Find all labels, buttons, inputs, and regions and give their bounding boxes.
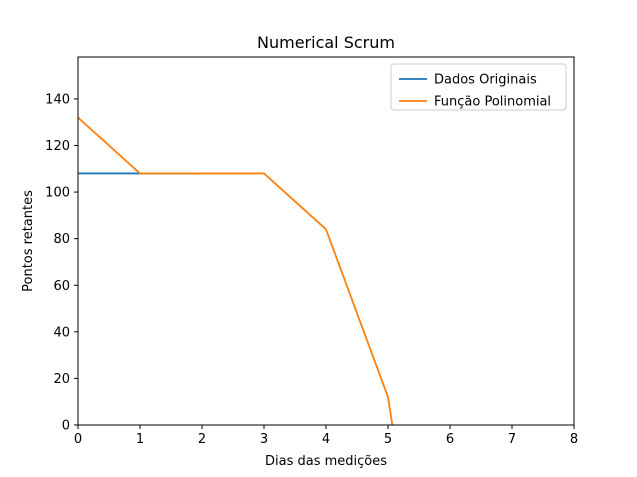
x-tick-label: 2 <box>198 432 206 447</box>
y-tick-label: 80 <box>53 232 70 247</box>
y-tick-label: 40 <box>53 325 70 340</box>
x-axis-label: Dias das medições <box>265 454 387 469</box>
y-tick-label: 100 <box>45 186 70 201</box>
x-tick-label: 1 <box>136 432 144 447</box>
x-tick-label: 5 <box>384 432 392 447</box>
x-tick-label: 8 <box>570 432 578 447</box>
x-tick-label: 6 <box>446 432 454 447</box>
x-tick-label: 0 <box>74 432 82 447</box>
y-tick-label: 120 <box>45 139 70 154</box>
series-lines <box>77 116 394 426</box>
x-tick-label: 4 <box>322 432 330 447</box>
x-tick-label: 3 <box>260 432 268 447</box>
y-tick-label: 0 <box>62 419 70 434</box>
y-tick-label: 20 <box>53 372 70 387</box>
chart-title: Numerical Scrum <box>257 33 395 52</box>
plot-frame <box>77 56 575 426</box>
legend: Dados Originais Função Polinomial <box>390 63 567 111</box>
x-axis-ticks: 0 1 2 3 4 5 6 7 8 <box>74 425 578 447</box>
y-axis-label: Pontos retantes <box>21 190 36 292</box>
y-tick-label: 60 <box>53 279 70 294</box>
legend-box <box>390 63 567 111</box>
y-axis-ticks: 0 20 40 60 80 100 120 140 <box>45 92 78 434</box>
legend-label-1: Dados Originais <box>434 73 537 88</box>
legend-label-2: Função Polinomial <box>434 95 551 110</box>
series-line-2 <box>77 116 394 426</box>
y-tick-label: 140 <box>45 92 70 107</box>
x-tick-label: 7 <box>508 432 516 447</box>
